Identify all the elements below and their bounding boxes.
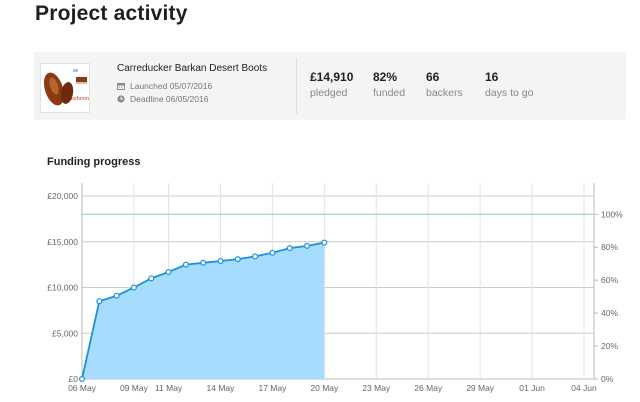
funding-area	[82, 242, 325, 379]
clock-icon	[117, 95, 125, 103]
y-right-tick-label: 40%	[601, 308, 618, 318]
data-point	[217, 257, 224, 264]
y-tick-label: £15,000	[47, 237, 78, 247]
x-tick-label: 01 Jun	[519, 383, 545, 393]
y-tick-label: £0	[69, 374, 79, 384]
data-point	[130, 284, 137, 291]
data-point	[200, 259, 207, 266]
x-tick-label: 20 May	[310, 383, 339, 393]
project-summary-card: kshoon Carreducker Barkan Desert Boots L…	[34, 52, 626, 120]
calendar-icon	[117, 83, 125, 90]
data-point	[234, 256, 241, 263]
data-point	[78, 376, 85, 383]
data-point	[96, 298, 103, 305]
x-tick-label: 14 May	[207, 383, 236, 393]
y-right-tick-label: 80%	[601, 242, 618, 252]
launched-row: Launched 05/07/2016	[117, 81, 212, 91]
stat-backers-label: backers	[426, 87, 463, 99]
x-tick-label: 17 May	[258, 383, 287, 393]
stat-backers-value: 66	[426, 70, 440, 84]
x-tick-label: 04 Jun	[571, 383, 597, 393]
y-right-tick-label: 60%	[601, 275, 618, 285]
card-divider	[296, 58, 297, 114]
stat-days-value: 16	[485, 70, 499, 84]
stat-funded: 82% funded	[373, 70, 405, 99]
data-point	[182, 261, 189, 268]
data-point	[286, 245, 293, 252]
data-point	[252, 253, 259, 260]
x-tick-label: 11 May	[155, 383, 183, 393]
stat-pledged: £14,910 pledged	[310, 70, 353, 99]
data-point	[321, 239, 328, 246]
data-point	[148, 275, 155, 282]
chart-title: Funding progress	[47, 156, 141, 168]
y-right-tick-label: 20%	[601, 341, 618, 351]
y-right-tick-label: 100%	[601, 209, 623, 219]
data-point	[165, 268, 172, 275]
stat-funded-label: funded	[373, 87, 406, 99]
stat-pledged-label: pledged	[310, 87, 348, 99]
project-name[interactable]: Carreducker Barkan Desert Boots	[117, 63, 268, 74]
y-right-tick-label: 0%	[601, 374, 614, 384]
data-point	[269, 249, 276, 256]
stat-backers: 66 backers	[426, 70, 463, 99]
y-tick-label: £10,000	[47, 283, 78, 293]
deadline-date: Deadline 06/05/2016	[130, 94, 209, 104]
stat-pledged-value: £14,910	[310, 70, 354, 84]
y-tick-label: £20,000	[47, 191, 78, 201]
page-title: Project activity	[35, 2, 188, 25]
x-tick-label: 29 May	[466, 383, 495, 393]
y-tick-label: £5,000	[52, 328, 78, 338]
x-tick-label: 26 May	[414, 383, 443, 393]
deadline-row: Deadline 06/05/2016	[117, 94, 208, 104]
launched-date: Launched 05/07/2016	[130, 81, 213, 91]
project-thumbnail[interactable]: kshoon	[40, 63, 90, 113]
x-tick-label: 23 May	[362, 383, 391, 393]
x-tick-label: 09 May	[120, 383, 149, 393]
data-point	[304, 242, 311, 249]
x-tick-label: 06 May	[68, 383, 97, 393]
data-point	[113, 292, 120, 299]
stat-days-label: days to go	[485, 87, 534, 99]
stat-funded-value: 82%	[373, 70, 398, 84]
stat-days-to-go: 16 days to go	[485, 70, 533, 99]
thumbnail-caption: kshoon	[71, 96, 89, 102]
